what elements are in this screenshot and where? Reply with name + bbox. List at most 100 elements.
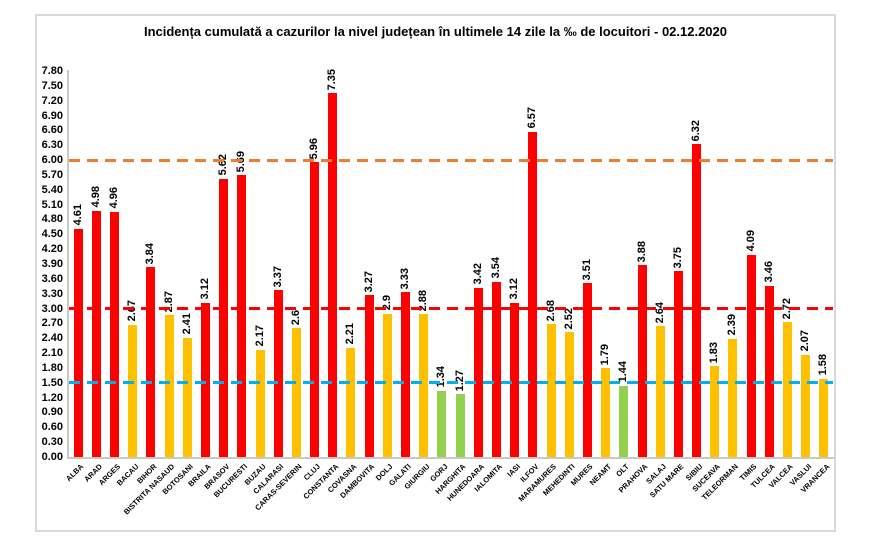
- y-axis-tick-label: 6.60: [41, 124, 63, 137]
- bar-value-label: 1.58: [817, 354, 830, 376]
- bar-value-label: 3.12: [198, 278, 211, 300]
- bar-value-label: 1.83: [708, 342, 721, 364]
- y-axis-tick-label: 7.50: [41, 79, 63, 92]
- bar-vrancea: [819, 378, 829, 457]
- bar-giurgiu: [419, 314, 429, 457]
- bar-value-label: 5.69: [235, 151, 248, 173]
- bar-bihor: [146, 266, 156, 457]
- bar-value-label: 1.34: [435, 366, 448, 388]
- bar-value-label: 7.35: [326, 68, 339, 91]
- bar-value-label: 2.64: [653, 301, 666, 324]
- y-axis-tick-label: 1.20: [41, 391, 63, 404]
- bar-mehedinti: [564, 332, 574, 457]
- bar-calarasi: [273, 290, 283, 457]
- bar-harghita: [455, 394, 465, 457]
- bar-covasna: [346, 347, 356, 457]
- bar-value-label: 4.96: [107, 187, 120, 209]
- y-axis-tick-label: 1.80: [41, 361, 63, 374]
- bar-satu-mare: [673, 271, 683, 457]
- bar-prahova: [637, 265, 647, 457]
- chart-title: Incidența cumulată a cazurilor la nivel …: [143, 24, 728, 39]
- bar-ialomita: [491, 281, 501, 457]
- bar-arad: [91, 210, 101, 457]
- bar-valcea: [783, 322, 793, 457]
- y-axis-tick-label: 7.20: [41, 94, 63, 107]
- y-axis-tick-label: 0.30: [41, 436, 63, 449]
- bar-braila: [200, 302, 210, 457]
- bar-timis: [746, 254, 756, 457]
- bar-neamt: [601, 368, 611, 457]
- y-axis-tick-label: 3.60: [41, 272, 63, 285]
- bar-constanta: [328, 93, 338, 457]
- chart-frame: Incidența cumulată a cazurilor la nivel …: [35, 14, 836, 532]
- bar-value-label: 3.51: [580, 258, 593, 281]
- bar-value-label: 2.21: [344, 323, 357, 345]
- bar-value-label: 2.07: [799, 330, 812, 352]
- y-axis-tick-label: 2.70: [41, 317, 63, 330]
- bar-dambovita: [364, 295, 374, 457]
- bar-value-label: 3.75: [671, 247, 684, 269]
- y-axis-tick-label: 2.10: [41, 347, 63, 360]
- y-axis-tick-label: 6.30: [41, 139, 63, 152]
- bar-value-label: 3.27: [362, 270, 375, 293]
- bar-bacau: [128, 324, 138, 457]
- x-axis-labels: ALBA ARAD ARGES BACAU BIHOR BISTRITA NASAUD BO…: [64, 462, 833, 534]
- bar-value-label: 1.79: [599, 344, 612, 366]
- bar-value-label: 3.54: [489, 257, 502, 279]
- bar-value-label: 3.46: [762, 261, 775, 283]
- bar-value-label: 3.88: [635, 240, 648, 262]
- bar-bistrita-nasaud: [164, 314, 174, 457]
- bar-tulcea: [764, 285, 774, 457]
- bar-value-label: 2.67: [126, 300, 139, 322]
- bar-value-label: 2.68: [544, 299, 557, 322]
- bar-value-label: 4.09: [744, 230, 757, 252]
- bar-olt: [619, 385, 629, 457]
- bar-bucuresti: [237, 175, 247, 457]
- y-axis: 0.00 0.30 0.60 0.90 1.20 1.50 1.80 2.10 2.40 2.70…: [37, 65, 65, 463]
- y-axis-tick-label: 3.00: [41, 302, 63, 315]
- bar-alba: [73, 228, 83, 457]
- bar-value-label: 3.37: [271, 265, 284, 288]
- bar-ilfov: [528, 131, 538, 457]
- bar-suceava: [710, 366, 720, 457]
- y-axis-tick-label: 5.10: [41, 198, 63, 211]
- bar-teleorman: [728, 338, 738, 457]
- bar-buzau: [255, 349, 265, 457]
- y-axis-tick-label: 1.50: [41, 376, 63, 389]
- bar-vaslui: [801, 354, 811, 457]
- bar-value-label: 5.96: [308, 137, 321, 160]
- bar-value-label: 1.44: [617, 361, 630, 383]
- bar-value-label: 2.39: [726, 314, 739, 336]
- y-axis-tick-label: 6.90: [41, 109, 63, 122]
- y-axis-tick-label: 3.30: [41, 287, 63, 300]
- bar-salaj: [655, 326, 665, 457]
- bar-galati: [401, 292, 411, 457]
- bar-caras-severin: [291, 328, 301, 457]
- bar-gorj: [437, 390, 447, 457]
- bar-hunedoara: [473, 287, 483, 457]
- x-axis-label: ALBA: [64, 462, 86, 484]
- threshold-line-red-threshold-3: [69, 307, 833, 311]
- bar-value-label: 4.98: [89, 186, 102, 208]
- y-axis-tick-label: 0.60: [41, 421, 63, 434]
- bar-dolj: [382, 313, 392, 457]
- y-axis-tick-label: 3.90: [41, 258, 63, 270]
- threshold-line-orange-threshold-6: [69, 158, 833, 162]
- y-axis-tick-label: 0.00: [41, 451, 63, 463]
- bar-value-label: 2.41: [180, 313, 193, 335]
- y-axis-tick-label: 5.70: [41, 168, 63, 181]
- y-axis-tick-label: 6.00: [41, 154, 63, 167]
- bar-botosani: [182, 337, 192, 457]
- bar-brasov: [219, 178, 229, 457]
- y-axis-tick-label: 7.80: [41, 65, 63, 77]
- y-axis-tick-label: 2.40: [41, 332, 63, 345]
- bar-value-label: 3.84: [144, 242, 157, 264]
- bar-maramures: [546, 324, 556, 457]
- bar-value-label: 2.17: [253, 325, 266, 347]
- y-axis-tick-label: 4.80: [41, 213, 63, 226]
- bar-arges: [109, 211, 119, 457]
- bar-value-label: 2.52: [562, 307, 575, 330]
- y-axis-line: [67, 70, 69, 459]
- threshold-line-blue-threshold-1.5: [69, 381, 833, 385]
